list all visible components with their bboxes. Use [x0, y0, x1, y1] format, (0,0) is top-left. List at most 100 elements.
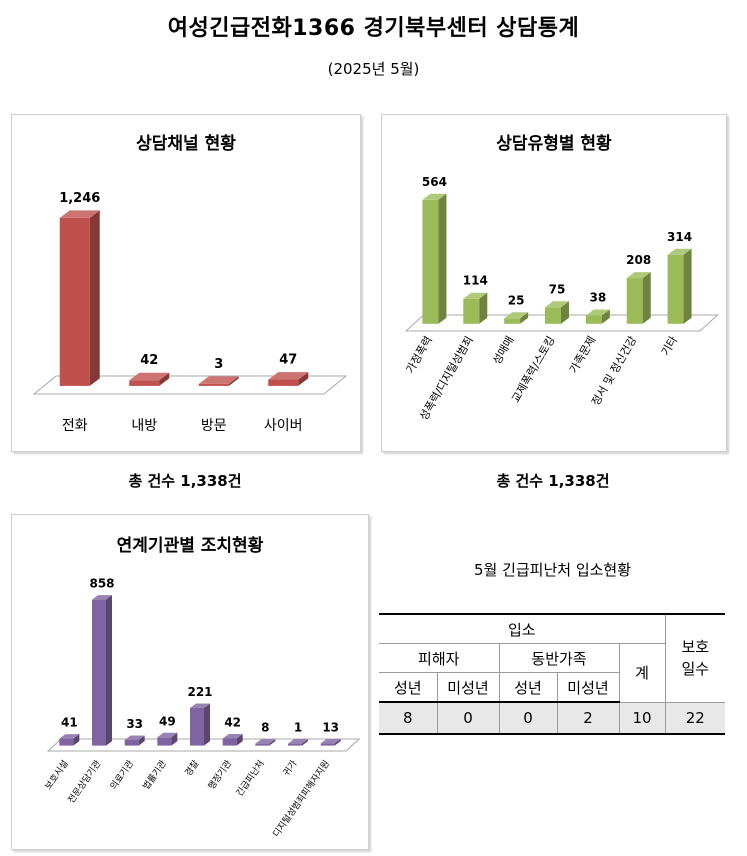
- bar-front: [255, 743, 270, 746]
- data-label-사이버: 47: [279, 353, 297, 368]
- bar-경찰: [190, 703, 210, 746]
- bar-front: [129, 380, 160, 386]
- bar-side: [520, 312, 529, 324]
- bar-성폭력-디지털성범죄: [463, 292, 488, 324]
- category-label-경찰: 경찰: [182, 758, 201, 778]
- category-label-교제폭력-스토킹: 교제폭력/스토킹: [509, 334, 558, 405]
- header-family: 동반가족: [498, 643, 620, 673]
- category-label-긴급피난처: 긴급피난처: [233, 758, 267, 799]
- bar-보호시설: [59, 734, 80, 746]
- type-total: 총 건수 1,338건: [496, 472, 610, 490]
- bar-side: [236, 733, 243, 746]
- page-subtitle: (2025년 5월): [327, 60, 420, 78]
- category-label-가족문제: 가족문제: [567, 334, 599, 376]
- chart-floor: [32, 375, 348, 395]
- bar-방문: [198, 376, 239, 386]
- bar-side: [138, 735, 145, 746]
- bar-side: [302, 739, 308, 746]
- bar-front: [198, 383, 229, 386]
- category-label-전문상담기관: 전문상담기관: [65, 758, 103, 806]
- bar-top: [92, 595, 112, 600]
- category-label-귀가: 귀가: [281, 758, 300, 778]
- bar-side: [642, 272, 651, 324]
- header-victim: 피해자: [379, 643, 500, 673]
- value-victim-adult: 8: [379, 701, 438, 735]
- chart-title: 상담채널 현황: [136, 134, 236, 154]
- bar-side: [561, 301, 569, 324]
- bar-긴급피난처: [255, 739, 276, 746]
- category-label-보호시설: 보호시설: [43, 758, 71, 791]
- bar-법률기관: [157, 732, 178, 746]
- bar-top: [255, 739, 276, 744]
- data-label-기타: 314: [667, 230, 692, 244]
- data-label-귀가: 1: [294, 721, 302, 735]
- bar-side: [334, 738, 341, 746]
- bar-side: [171, 732, 178, 746]
- data-label-경찰: 221: [187, 685, 212, 699]
- bar-정서-및-정신건강: [626, 272, 651, 324]
- bar-front: [320, 743, 335, 746]
- data-label-긴급피난처: 8: [261, 721, 269, 735]
- category-label-가정폭력: 가정폭력: [404, 334, 436, 376]
- bar-top: [59, 734, 80, 739]
- header-protection-days: 보호 일수: [664, 613, 725, 703]
- category-label-의료기관: 의료기관: [108, 758, 136, 791]
- bar-사이버: [268, 372, 309, 386]
- bar-front: [92, 599, 106, 746]
- category-label-행정기관: 행정기관: [205, 758, 234, 792]
- bar-top: [320, 738, 341, 744]
- bar-front: [585, 315, 602, 324]
- bar-side: [89, 210, 100, 386]
- data-label-디지털성범죄피해자지원: 13: [322, 720, 339, 734]
- bar-가정폭력: [422, 193, 447, 324]
- header-family-minor: 미성년: [556, 672, 620, 703]
- data-label-정서-및-정신건강: 208: [626, 253, 651, 267]
- category-label-정서-및-정신건강: 정서 및 정신건강: [589, 334, 639, 408]
- category-label-성매매: 성매매: [490, 334, 516, 367]
- value-family-adult: 0: [498, 701, 558, 735]
- bar-front: [422, 199, 439, 324]
- bar-귀가: [288, 739, 308, 746]
- data-label-행정기관: 42: [224, 715, 241, 729]
- chart-title: 연계기관별 조치현황: [117, 536, 264, 556]
- bar-front: [545, 307, 561, 324]
- category-label-기타: 기타: [659, 334, 680, 358]
- bar-side: [228, 376, 239, 386]
- bar-top: [463, 292, 488, 299]
- bar-top: [504, 312, 529, 319]
- bar-top: [124, 735, 145, 740]
- bar-top: [157, 732, 178, 738]
- agency-chart-panel: 연계기관별 조치현황 41 보호시설 858 전문상담기관 33 의료기관 49 법률기관 221…: [11, 514, 369, 850]
- bar-top: [626, 272, 651, 279]
- bar-side: [438, 193, 447, 324]
- bar-front: [626, 278, 643, 324]
- category-label-방문: 방문: [201, 418, 227, 434]
- bar-의료기관: [124, 735, 145, 746]
- bar-side: [73, 734, 80, 746]
- bar-기타: [667, 248, 692, 324]
- bar-top: [545, 301, 569, 308]
- bar-side: [601, 309, 610, 324]
- header-victim-minor: 미성년: [436, 672, 500, 703]
- bar-top: [129, 372, 170, 381]
- value-protection-days: 22: [664, 701, 725, 735]
- category-label-디지털성범죄피해자지원: 디지털성범죄피해자지원: [270, 758, 332, 840]
- bar-front: [504, 318, 521, 324]
- value-victim-minor: 0: [436, 701, 500, 735]
- bar-교제폭력-스토킹: [545, 301, 569, 324]
- bar-top: [190, 703, 210, 708]
- header-total: 계: [618, 643, 666, 703]
- category-label-전화: 전화: [62, 418, 88, 434]
- chart-title: 상담유형별 현황: [496, 133, 612, 154]
- bar-top: [198, 376, 239, 384]
- bar-top: [422, 193, 447, 200]
- data-label-방문: 3: [214, 357, 223, 372]
- bar-top: [268, 372, 309, 380]
- bar-top: [288, 739, 308, 744]
- data-label-법률기관: 49: [159, 714, 176, 728]
- bar-side: [269, 739, 276, 746]
- type-chart: 상담유형별 현황564가정폭력114성폭력/디지털성범죄25성매매75교제폭력/…: [404, 133, 719, 423]
- bar-front: [463, 298, 480, 324]
- data-label-가정폭력: 564: [422, 175, 447, 189]
- category-label-법률기관: 법률기관: [141, 758, 169, 791]
